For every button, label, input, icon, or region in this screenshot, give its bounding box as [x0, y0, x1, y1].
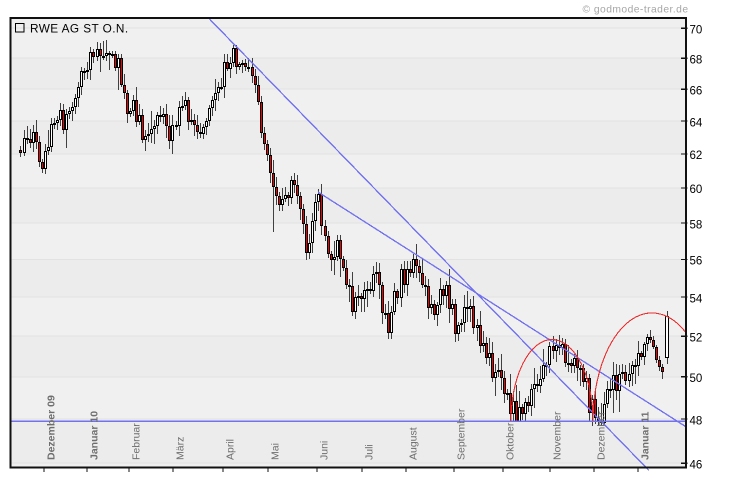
svg-text:64: 64: [690, 117, 703, 129]
svg-text:48: 48: [690, 415, 703, 427]
svg-text:54: 54: [690, 293, 703, 305]
svg-text:© godmode-trader.de: © godmode-trader.de: [583, 4, 689, 15]
svg-text:50: 50: [690, 373, 703, 385]
svg-text:Februar: Februar: [131, 423, 143, 460]
svg-text:68: 68: [690, 55, 703, 67]
svg-text:April: April: [225, 439, 237, 460]
svg-text:Dezember: Dezember: [596, 411, 608, 460]
svg-text:56: 56: [690, 256, 703, 268]
svg-text:November: November: [552, 411, 564, 460]
svg-text:Oktober: Oktober: [505, 422, 517, 460]
svg-text:RWE AG ST O.N.: RWE AG ST O.N.: [30, 22, 129, 36]
svg-text:70: 70: [690, 25, 703, 37]
svg-text:Januar 11: Januar 11: [640, 411, 652, 460]
svg-text:August: August: [408, 427, 420, 460]
svg-text:46: 46: [690, 460, 703, 472]
svg-text:58: 58: [690, 219, 703, 231]
svg-text:52: 52: [690, 332, 703, 344]
svg-text:Juli: Juli: [364, 444, 376, 460]
svg-text:60: 60: [690, 184, 703, 196]
svg-text:Juni: Juni: [319, 441, 331, 460]
svg-text:Januar 10: Januar 10: [89, 411, 101, 460]
svg-text:September: September: [456, 408, 468, 460]
svg-text:Dezember 09: Dezember 09: [46, 395, 58, 460]
svg-text:66: 66: [690, 85, 703, 97]
svg-text:62: 62: [690, 150, 703, 162]
svg-text:März: März: [175, 437, 187, 460]
svg-text:Mai: Mai: [270, 443, 282, 460]
